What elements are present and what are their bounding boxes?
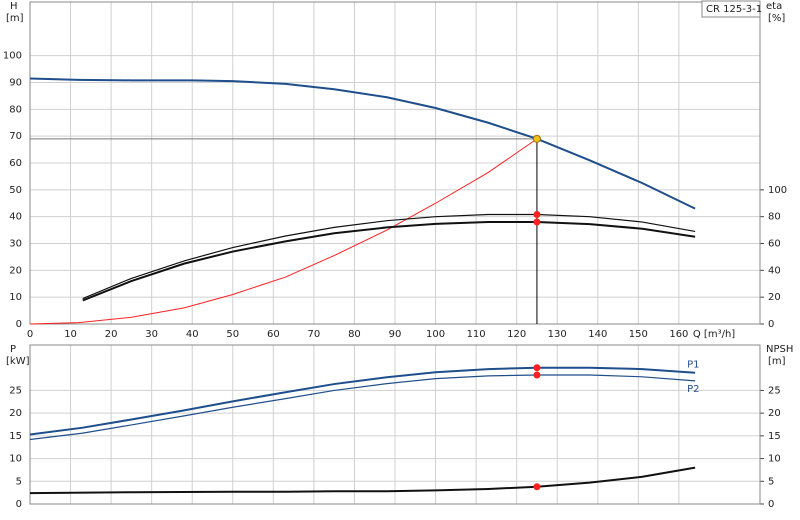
marker [533,364,541,372]
x-tick-label: 120 [507,329,526,340]
x-tick-label: 110 [467,329,486,340]
y2-axis-unit: [m] [768,356,786,367]
x-tick-label: 90 [389,329,402,340]
y-tick-label: 10 [9,454,22,465]
curve [82,221,696,302]
y-axis-unit: [kW] [6,356,30,367]
y2-tick-label: 60 [768,239,781,250]
plot-frame [29,344,761,505]
y-tick-label: 50 [9,185,22,196]
x-tick-label: 150 [629,329,648,340]
chart-title: CR 125-3-1 [706,4,762,15]
x-tick-label: 0 [27,329,33,340]
y2-axis-label: NPSH [766,344,793,355]
y2-tick-label: 0 [768,499,774,510]
curve [29,138,538,325]
curve [29,466,696,495]
y2-tick-label: 25 [768,385,781,396]
y-axis-label: P [10,344,16,355]
x-tick-label: 70 [308,329,321,340]
y-tick-label: 20 [9,265,22,276]
curve [29,77,696,210]
x-tick-label: 50 [226,329,239,340]
y-tick-label: 100 [3,51,22,62]
y-axis-label: H [10,1,18,12]
marker [533,218,541,226]
x-tick-label: 160 [669,329,688,340]
y-tick-label: 30 [9,239,22,250]
plot-frame [29,1,761,325]
y2-tick-label: 20 [768,408,781,419]
y-tick-label: 0 [16,499,22,510]
y-tick-label: 90 [9,78,22,89]
curve [82,213,696,300]
y2-tick-label: 20 [768,292,781,303]
y-tick-label: 0 [16,319,22,330]
curve [29,366,696,436]
y2-tick-label: 10 [768,454,781,465]
y-axis-unit: [m] [6,13,24,24]
x-tick-label: 20 [105,329,118,340]
x-tick-label: 100 [426,329,445,340]
y2-axis-label: eta [766,1,782,12]
duty-point [532,134,541,143]
y-tick-label: 60 [9,158,22,169]
marker [533,371,541,379]
curve [29,374,696,441]
y-tick-label: 5 [16,476,22,487]
x-tick-label: 80 [348,329,361,340]
y2-axis-unit: [%] [768,13,785,24]
y-tick-label: 40 [9,212,22,223]
y2-tick-label: 0 [768,319,774,330]
series-label: P2 [687,384,699,395]
y-tick-label: 20 [9,408,22,419]
x-tick-label: 130 [548,329,567,340]
marker [533,483,541,491]
legend-box [701,0,761,18]
x-tick-label: 30 [145,329,158,340]
y2-tick-label: 40 [768,265,781,276]
x-tick-label: 40 [186,329,199,340]
x-tick-label: 60 [267,329,280,340]
y2-tick-label: 80 [768,212,781,223]
y-tick-label: 25 [9,385,22,396]
y-tick-label: 80 [9,104,22,115]
x-tick-label: 10 [64,329,77,340]
series-label: P1 [687,360,699,371]
x-axis-label: Q [m³/h] [693,329,735,340]
y-tick-label: 70 [9,131,22,142]
y2-tick-label: 5 [768,476,774,487]
marker [533,211,541,219]
y2-tick-label: 100 [768,185,787,196]
y2-tick-label: 15 [768,431,781,442]
x-tick-label: 140 [588,329,607,340]
y-tick-label: 10 [9,292,22,303]
y-tick-label: 15 [9,431,22,442]
